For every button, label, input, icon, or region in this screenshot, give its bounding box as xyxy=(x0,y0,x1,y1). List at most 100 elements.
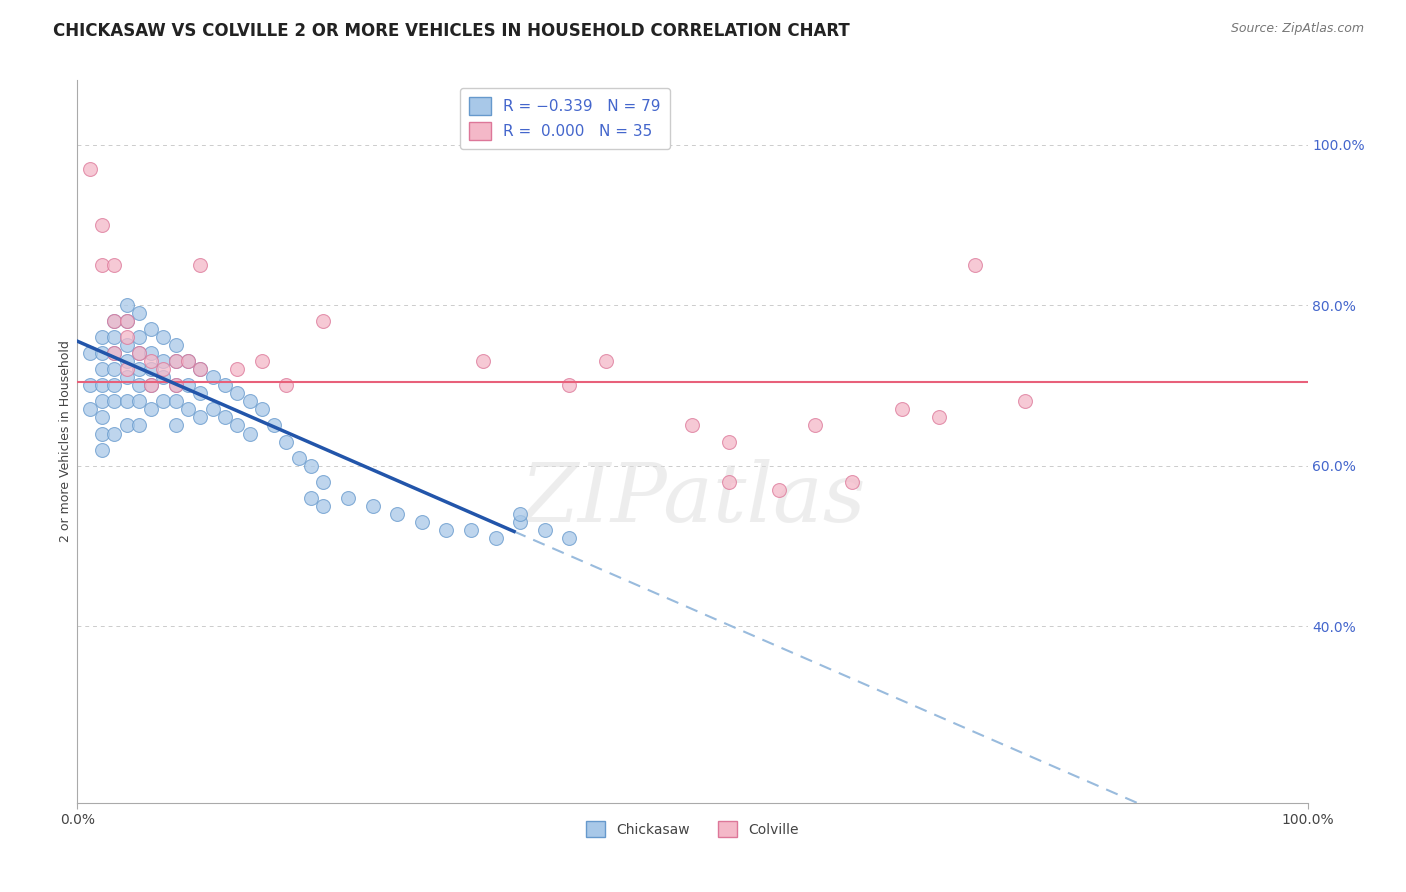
Point xyxy=(436,523,458,537)
Point xyxy=(103,346,125,360)
Point xyxy=(250,354,273,368)
Point xyxy=(152,394,174,409)
Point xyxy=(263,418,285,433)
Point xyxy=(165,418,187,433)
Point xyxy=(595,354,617,368)
Point xyxy=(152,330,174,344)
Point xyxy=(141,378,163,392)
Point xyxy=(141,402,163,417)
Text: CHICKASAW VS COLVILLE 2 OR MORE VEHICLES IN HOUSEHOLD CORRELATION CHART: CHICKASAW VS COLVILLE 2 OR MORE VEHICLES… xyxy=(53,22,851,40)
Point xyxy=(928,410,950,425)
Point xyxy=(115,330,138,344)
Point xyxy=(188,386,212,401)
Point xyxy=(128,306,150,320)
Point xyxy=(152,362,174,376)
Point xyxy=(226,418,249,433)
Point xyxy=(103,330,125,344)
Point xyxy=(485,531,508,545)
Point xyxy=(141,346,163,360)
Point xyxy=(128,346,150,360)
Point xyxy=(239,426,262,441)
Point xyxy=(201,370,224,384)
Point xyxy=(177,354,200,368)
Point xyxy=(115,314,138,328)
Point xyxy=(718,434,741,449)
Point xyxy=(165,378,187,392)
Point xyxy=(128,418,150,433)
Point xyxy=(312,499,335,513)
Point xyxy=(141,354,163,368)
Point xyxy=(177,378,200,392)
Point xyxy=(682,418,704,433)
Point xyxy=(460,523,482,537)
Point xyxy=(90,410,114,425)
Point xyxy=(337,491,360,505)
Point xyxy=(79,161,101,176)
Point xyxy=(299,458,322,473)
Point xyxy=(152,370,174,384)
Point xyxy=(103,314,125,328)
Point xyxy=(965,258,987,272)
Point xyxy=(288,450,311,465)
Point xyxy=(188,362,212,376)
Point xyxy=(115,354,138,368)
Point xyxy=(165,378,187,392)
Point xyxy=(177,402,200,417)
Point xyxy=(385,507,409,521)
Point xyxy=(103,258,125,272)
Point xyxy=(312,475,335,489)
Point xyxy=(141,362,163,376)
Point xyxy=(115,370,138,384)
Point xyxy=(115,338,138,352)
Point xyxy=(226,362,249,376)
Point xyxy=(188,258,212,272)
Point xyxy=(103,362,125,376)
Point xyxy=(201,402,224,417)
Point xyxy=(165,354,187,368)
Point xyxy=(90,394,114,409)
Point xyxy=(90,258,114,272)
Point xyxy=(804,418,827,433)
Point xyxy=(558,531,581,545)
Point xyxy=(90,378,114,392)
Point xyxy=(312,314,335,328)
Text: Source: ZipAtlas.com: Source: ZipAtlas.com xyxy=(1230,22,1364,36)
Point xyxy=(299,491,322,505)
Point xyxy=(90,330,114,344)
Point xyxy=(1014,394,1036,409)
Point xyxy=(177,354,200,368)
Point xyxy=(411,515,433,529)
Point xyxy=(152,354,174,368)
Point xyxy=(276,378,298,392)
Point xyxy=(103,426,125,441)
Point xyxy=(188,362,212,376)
Point xyxy=(79,402,101,417)
Point xyxy=(239,394,262,409)
Point xyxy=(128,378,150,392)
Point xyxy=(534,523,557,537)
Point xyxy=(188,410,212,425)
Point xyxy=(141,322,163,336)
Point xyxy=(141,378,163,392)
Point xyxy=(226,386,249,401)
Point xyxy=(115,394,138,409)
Point xyxy=(90,426,114,441)
Point xyxy=(361,499,384,513)
Point xyxy=(558,378,581,392)
Text: ZIPatlas: ZIPatlas xyxy=(520,459,865,540)
Point xyxy=(165,354,187,368)
Point xyxy=(472,354,495,368)
Point xyxy=(214,378,236,392)
Point xyxy=(90,442,114,457)
Point xyxy=(718,475,741,489)
Point xyxy=(90,346,114,360)
Point xyxy=(509,507,531,521)
Point xyxy=(276,434,298,449)
Point xyxy=(890,402,912,417)
Point xyxy=(115,418,138,433)
Point xyxy=(128,362,150,376)
Point xyxy=(103,314,125,328)
Point xyxy=(103,394,125,409)
Point xyxy=(128,330,150,344)
Point xyxy=(768,483,790,497)
